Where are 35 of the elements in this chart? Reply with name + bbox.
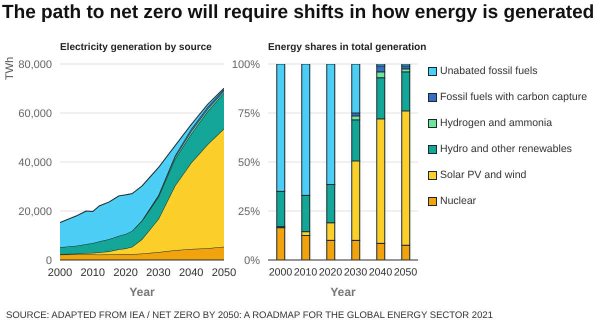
legend-label: Hydro and other renewables [440, 143, 572, 155]
x-tick-label: 2050 [394, 266, 418, 278]
y-axis-title: TWh [4, 56, 16, 80]
y-tick-label: 100% [232, 58, 260, 71]
legend-label: Unabated fossil fuels [440, 65, 538, 77]
x-tick-label: 2010 [80, 266, 106, 279]
y-tick-label: 75% [238, 108, 260, 120]
x-tick-label: 2040 [368, 266, 392, 278]
y-tick-label: 50% [238, 156, 260, 169]
legend-label: Solar PV and wind [440, 169, 526, 181]
x-tick-label: 2020 [318, 266, 342, 278]
legend-label: Hydrogen and ammonia [440, 117, 552, 129]
x-axis-title: Year [330, 285, 356, 299]
y-tick-label: 60,000 [18, 108, 52, 120]
y-tick-label: 0 [46, 254, 52, 267]
legend-label: Fossil fuels with carbon capture [440, 91, 588, 103]
x-tick-label: 2020 [113, 266, 138, 279]
y-tick-label: 0% [244, 254, 260, 267]
x-tick-label: 2010 [294, 266, 318, 278]
y-tick-label: 20,000 [18, 206, 52, 218]
source-note: SOURCE: ADAPTED FROM IEA / NET ZERO BY 2050: A ROADMAP FOR THE GLOBAL ENERGY SECTOR 2021 [6, 310, 493, 321]
y-tick-label: 80,000 [18, 58, 52, 71]
text: The path to net zero will require shifts in how energy is generated [2, 2, 596, 24]
y-tick-label: 40,000 [18, 156, 52, 169]
y-tick-label: 25% [238, 206, 260, 218]
x-tick-label: 2040 [178, 266, 204, 279]
x-tick-label: 2000 [268, 266, 292, 278]
x-tick-label: 2030 [146, 266, 171, 279]
x-axis-title: Year [129, 285, 156, 299]
chart-subtitle: Electricity generation by source [60, 42, 212, 53]
legend-label: Nuclear [440, 195, 476, 207]
x-tick-label: 2000 [48, 266, 72, 279]
x-tick-label: 2050 [212, 266, 236, 279]
chart-title: Energy shares in total generation [268, 42, 426, 53]
x-tick-label: 2030 [344, 266, 368, 278]
